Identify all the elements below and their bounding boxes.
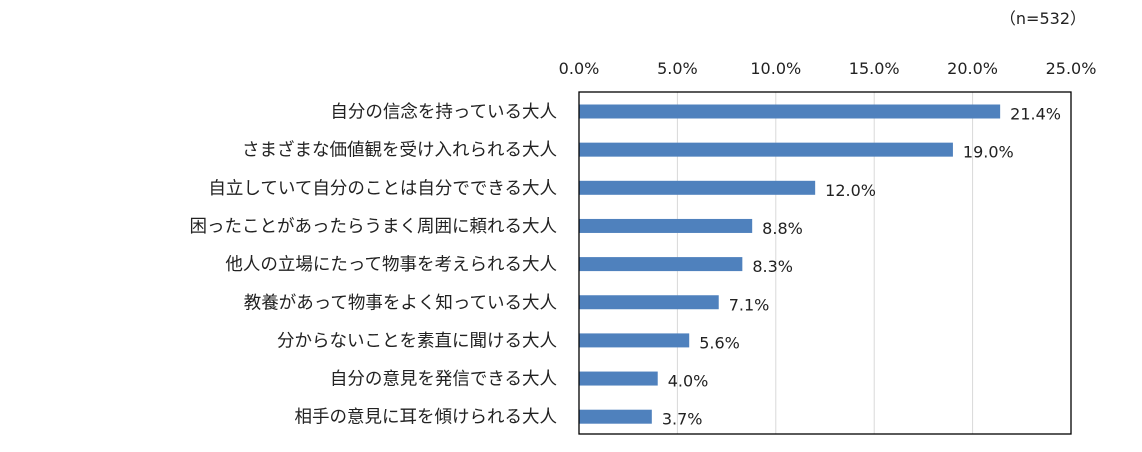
bar	[579, 180, 816, 195]
x-tick-label: 5.0%	[657, 59, 698, 78]
data-label: 5.6%	[699, 333, 740, 352]
data-label: 3.7%	[662, 410, 703, 429]
category-labels: 自分の信念を持っている大人さまざまな価値観を受け入れられる大人自立していて自分の…	[190, 102, 558, 428]
x-tick-label: 20.0%	[947, 59, 998, 78]
category-label: 相手の意見に耳を傾けられる大人	[295, 408, 558, 428]
data-label: 12.0%	[825, 181, 876, 200]
bar	[579, 142, 953, 157]
data-label: 8.8%	[762, 219, 803, 238]
category-label: 分からないことを素直に聞ける大人	[277, 331, 557, 351]
data-label: 8.3%	[752, 257, 793, 276]
bar	[579, 104, 1001, 119]
bar	[579, 257, 743, 272]
data-label: 21.4%	[1010, 105, 1061, 124]
category-label: 自分の信念を持っている大人	[330, 102, 557, 123]
sample-size-note: （n=532）	[1000, 9, 1086, 28]
bar	[579, 218, 753, 233]
data-label: 4.0%	[668, 372, 709, 391]
category-label: 自分の意見を発信できる大人	[330, 370, 557, 390]
x-tick-label: 10.0%	[750, 59, 801, 78]
category-label: 他人の立場にたって物事を考えられる大人	[225, 255, 557, 275]
category-label: さまざまな価値観を受け入れられる大人	[242, 140, 557, 161]
bar	[579, 371, 658, 386]
bars	[579, 104, 1001, 424]
x-axis-tick-labels: 0.0% 5.0% 10.0% 15.0% 20.0% 25.0%	[559, 59, 1097, 78]
category-label: 教養があって物事をよく知っている大人	[244, 293, 557, 313]
bar	[579, 409, 652, 424]
data-label: 7.1%	[729, 295, 770, 314]
category-label: 困ったことがあったらうまく周囲に頼れる大人	[190, 217, 558, 237]
x-tick-label: 25.0%	[1046, 59, 1097, 78]
category-label: 自立していて自分のことは自分でできる大人	[208, 179, 557, 199]
data-labels: 21.4% 19.0% 12.0% 8.8% 8.3% 7.1% 5.6% 4.0% 3.7%	[662, 105, 1061, 429]
bar	[579, 295, 719, 310]
data-label: 19.0%	[963, 143, 1014, 162]
x-tick-label: 0.0%	[559, 59, 600, 78]
bar	[579, 333, 690, 348]
plot-frame	[578, 91, 1072, 435]
x-tick-label: 15.0%	[849, 59, 900, 78]
